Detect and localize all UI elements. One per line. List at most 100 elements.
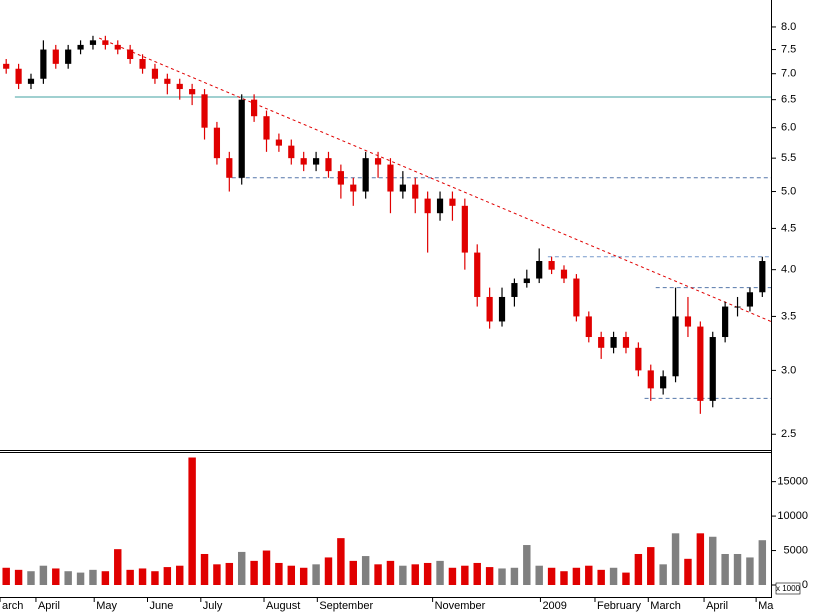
- candle-body: [89, 40, 97, 45]
- candle-body: [412, 184, 419, 199]
- volume-bar: [535, 565, 543, 585]
- volume-bar: [237, 551, 246, 585]
- trend-line: [98, 37, 772, 322]
- volume-unit: x 1000: [776, 584, 801, 593]
- candle-body: [77, 44, 84, 50]
- candle-body: [548, 261, 555, 270]
- candle-body: [102, 40, 109, 45]
- x-tick-label: April: [706, 600, 728, 612]
- y-tick-label: 3.5: [781, 310, 796, 322]
- volume-bar: [597, 569, 605, 585]
- volume-bar: [176, 565, 184, 585]
- volume-bar: [213, 564, 221, 585]
- x-tick-label: May: [96, 600, 117, 612]
- candle-body: [610, 337, 617, 348]
- candle-body: [598, 337, 605, 348]
- candle-body: [622, 337, 630, 348]
- candle-body: [337, 171, 344, 185]
- candle-body: [672, 316, 679, 377]
- y-tick-label: 0: [802, 579, 808, 591]
- candle-body: [573, 278, 580, 317]
- candle-body: [65, 49, 72, 64]
- candle-body: [238, 99, 245, 178]
- volume-bar: [696, 533, 705, 585]
- volume-bar: [461, 565, 469, 585]
- volume-bar: [386, 560, 395, 585]
- y-tick-label: 15000: [777, 476, 808, 488]
- candle-body: [114, 44, 121, 50]
- y-tick-label: 2.5: [781, 428, 796, 440]
- y-tick-label: 5.0: [781, 185, 796, 197]
- candle-body: [474, 252, 481, 297]
- candle-body: [350, 184, 357, 192]
- volume-bar: [14, 569, 23, 585]
- candle-body: [511, 283, 518, 297]
- candle-body: [498, 296, 506, 322]
- volume-bar: [374, 564, 382, 585]
- volume-bar: [138, 568, 147, 585]
- x-tick-label: February: [597, 600, 642, 612]
- candle-body: [362, 158, 369, 192]
- volume-bar: [101, 571, 110, 585]
- volume-bar: [64, 571, 72, 585]
- x-tick-label: 2009: [542, 600, 566, 612]
- volume-bar: [89, 569, 97, 585]
- volume-bar: [609, 567, 618, 585]
- candle-body: [325, 158, 332, 172]
- candle-body: [139, 59, 146, 69]
- candle-body: [189, 89, 196, 95]
- volume-bar: [473, 562, 481, 585]
- volume-bar: [324, 557, 333, 585]
- volume-bar: [163, 567, 172, 585]
- volume-bar: [523, 545, 531, 585]
- y-tick-label: 7.5: [781, 43, 796, 55]
- candle-body: [312, 158, 320, 165]
- volume-bar: [671, 533, 680, 585]
- volume-bar: [27, 571, 35, 585]
- volume-bar: [572, 567, 581, 585]
- volume-bar: [39, 565, 48, 585]
- volume-bar: [151, 571, 159, 585]
- volume-bar: [560, 571, 568, 585]
- volume-bar: [436, 560, 444, 585]
- candle-body: [399, 184, 406, 192]
- y-tick-label: 6.0: [781, 122, 796, 134]
- candle-body: [201, 94, 208, 128]
- candle-body: [251, 99, 258, 117]
- volume-bar: [485, 567, 494, 585]
- candle-body: [660, 376, 667, 389]
- y-tick-label: 7.0: [781, 68, 796, 80]
- volume-bar: [275, 562, 283, 585]
- volume-bar: [634, 553, 643, 585]
- candle-body: [560, 269, 568, 279]
- volume-bar: [126, 569, 134, 585]
- y-tick-label: 3.0: [781, 364, 796, 376]
- candle-body: [15, 68, 22, 84]
- y-tick-label: 5000: [784, 544, 808, 556]
- volume-bar: [312, 564, 320, 585]
- candle-body: [226, 158, 233, 178]
- x-tick-label: July: [203, 600, 223, 612]
- candle-body: [300, 158, 307, 165]
- candle-body: [436, 198, 444, 214]
- volume-bar: [659, 564, 667, 585]
- volume-bar: [647, 547, 655, 585]
- candle-body: [709, 337, 716, 401]
- volume-bar: [498, 568, 506, 585]
- x-tick-label: April: [38, 600, 60, 612]
- y-tick-label: 4.0: [781, 264, 796, 276]
- volume-bar: [721, 553, 729, 585]
- volume-bar: [423, 562, 432, 585]
- volume-bar: [411, 564, 419, 585]
- candle-body: [424, 198, 431, 214]
- candle-body: [523, 278, 530, 284]
- x-tick-label: November: [435, 600, 486, 612]
- candle-body: [3, 63, 10, 69]
- volume-bar: [225, 562, 234, 585]
- candle-body: [722, 306, 729, 338]
- volume-bar: [262, 550, 271, 585]
- candle-body: [288, 145, 295, 159]
- volume-bar: [399, 565, 407, 585]
